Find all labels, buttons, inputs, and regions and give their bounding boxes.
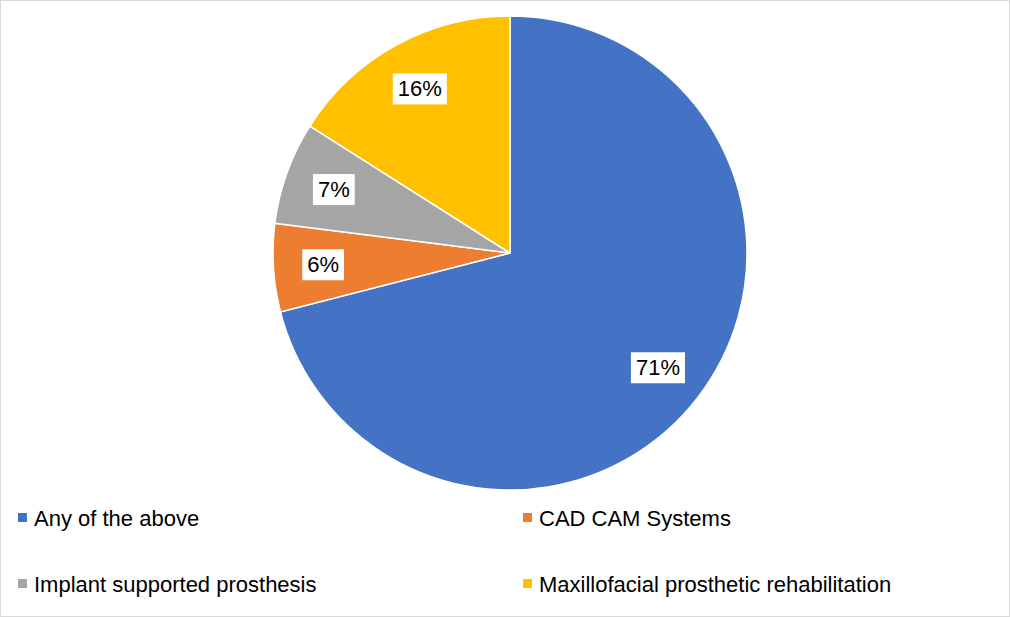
data-label-box: [302, 249, 344, 280]
legend-item: Maxillofacial prosthetic rehabilitation: [523, 572, 891, 597]
data-label-group: 6%: [302, 249, 344, 280]
chart-frame: [1, 1, 1010, 617]
data-label-box: [631, 352, 685, 383]
legend-label: Implant supported prosthesis: [34, 572, 317, 597]
legend-swatch: [18, 513, 27, 522]
data-label: 6%: [307, 252, 339, 277]
chart: 71% 6% 7% 16% Any of the above CAD CAM System…: [0, 0, 1010, 617]
data-label-box: [393, 73, 447, 104]
data-label: 71%: [636, 355, 680, 380]
data-label-group: 7%: [313, 174, 355, 205]
pie-slice: [310, 16, 510, 253]
legend-item: Implant supported prosthesis: [18, 572, 317, 597]
legend-swatch: [523, 513, 532, 522]
legend-label: CAD CAM Systems: [539, 506, 731, 531]
data-label-group: 71%: [631, 352, 685, 383]
legend: Any of the above CAD CAM Systems Implant s…: [18, 506, 891, 597]
pie: 71% 6% 7% 16%: [273, 16, 747, 490]
legend-label: Maxillofacial prosthetic rehabilitation: [539, 572, 891, 597]
data-label-box: [313, 174, 355, 205]
data-label: 16%: [398, 76, 442, 101]
legend-item: CAD CAM Systems: [523, 506, 731, 531]
data-label-group: 16%: [393, 73, 447, 104]
legend-swatch: [523, 579, 532, 588]
legend-label: Any of the above: [34, 506, 199, 531]
legend-item: Any of the above: [18, 506, 199, 531]
data-label: 7%: [318, 177, 350, 202]
legend-swatch: [18, 579, 27, 588]
